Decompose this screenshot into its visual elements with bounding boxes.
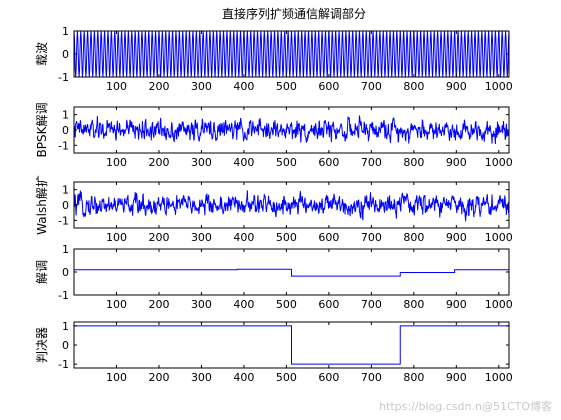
- x-tick-label: 300: [191, 371, 212, 384]
- x-tick-label: 1000: [485, 371, 513, 384]
- x-tick-label: 800: [403, 156, 424, 169]
- y-tick-label: 0: [62, 339, 69, 352]
- x-tick-label: 600: [318, 80, 339, 93]
- x-tick-label: 500: [276, 231, 297, 244]
- x-tick-label: 600: [318, 371, 339, 384]
- x-tick-label: 800: [403, 80, 424, 93]
- y-tick-label: 1: [62, 184, 69, 197]
- y-tick-label: 1: [62, 25, 69, 38]
- x-tick-label: 500: [276, 156, 297, 169]
- x-tick-label: 700: [361, 156, 382, 169]
- y-tick-label: 0: [62, 199, 69, 212]
- y-axis-label-4: 解调: [35, 260, 49, 284]
- x-tick-label: 800: [403, 298, 424, 311]
- x-tick-label: 800: [403, 231, 424, 244]
- y-tick-label: -1: [58, 358, 69, 371]
- x-tick-label: 1000: [485, 156, 513, 169]
- x-tick-label: 900: [446, 298, 467, 311]
- y-axis-label-3: Walsh解扩: [35, 175, 49, 235]
- watermark-text: https://blog.csdn.n@51CTO博客: [379, 399, 552, 413]
- x-tick-label: 800: [403, 371, 424, 384]
- x-tick-label: 200: [148, 156, 169, 169]
- x-tick-label: 700: [361, 231, 382, 244]
- x-tick-label: 700: [361, 371, 382, 384]
- x-tick-label: 900: [446, 371, 467, 384]
- x-tick-label: 1000: [485, 231, 513, 244]
- series-line-3: [73, 190, 510, 222]
- x-tick-label: 100: [106, 298, 127, 311]
- x-tick-label: 200: [148, 80, 169, 93]
- x-tick-label: 600: [318, 298, 339, 311]
- x-tick-label: 300: [191, 231, 212, 244]
- x-tick-label: 900: [446, 156, 467, 169]
- y-tick-label: -1: [58, 214, 69, 227]
- x-tick-label: 700: [361, 80, 382, 93]
- y-axis-label-1: 载波: [35, 42, 49, 66]
- y-axis-label-2: BPSK解调: [35, 103, 49, 158]
- x-tick-label: 400: [233, 231, 254, 244]
- x-tick-label: 700: [361, 298, 382, 311]
- x-tick-label: 600: [318, 231, 339, 244]
- x-tick-label: 400: [233, 298, 254, 311]
- x-tick-label: 200: [148, 371, 169, 384]
- x-tick-label: 100: [106, 80, 127, 93]
- x-tick-label: 900: [446, 231, 467, 244]
- y-tick-label: 1: [62, 109, 69, 122]
- x-tick-label: 100: [106, 231, 127, 244]
- x-tick-label: 500: [276, 371, 297, 384]
- x-tick-label: 400: [233, 80, 254, 93]
- x-tick-label: 600: [318, 156, 339, 169]
- x-tick-label: 900: [446, 80, 467, 93]
- series-line-4: [74, 268, 509, 277]
- x-tick-label: 200: [148, 231, 169, 244]
- x-tick-label: 100: [106, 371, 127, 384]
- y-tick-label: 0: [62, 124, 69, 137]
- series-line-2: [73, 115, 510, 144]
- figure-title: 直接序列扩频通信解调部分: [222, 6, 366, 21]
- y-tick-label: -1: [58, 289, 69, 302]
- y-axis-label-5: 判决器: [35, 327, 49, 363]
- x-tick-label: 1000: [485, 298, 513, 311]
- x-tick-label: 500: [276, 80, 297, 93]
- x-tick-label: 400: [233, 156, 254, 169]
- x-tick-label: 100: [106, 156, 127, 169]
- y-tick-label: -1: [58, 71, 69, 84]
- x-tick-label: 400: [233, 371, 254, 384]
- y-tick-label: -1: [58, 139, 69, 152]
- y-tick-label: 1: [62, 243, 69, 256]
- x-tick-label: 300: [191, 80, 212, 93]
- series-line-1: [73, 30, 510, 78]
- x-tick-label: 200: [148, 298, 169, 311]
- x-tick-label: 300: [191, 156, 212, 169]
- x-tick-label: 500: [276, 298, 297, 311]
- y-tick-label: 1: [62, 320, 69, 333]
- x-tick-label: 1000: [485, 80, 513, 93]
- y-tick-label: 0: [62, 48, 69, 61]
- series-line-5: [74, 325, 509, 365]
- y-tick-label: 0: [62, 266, 69, 279]
- x-tick-label: 300: [191, 298, 212, 311]
